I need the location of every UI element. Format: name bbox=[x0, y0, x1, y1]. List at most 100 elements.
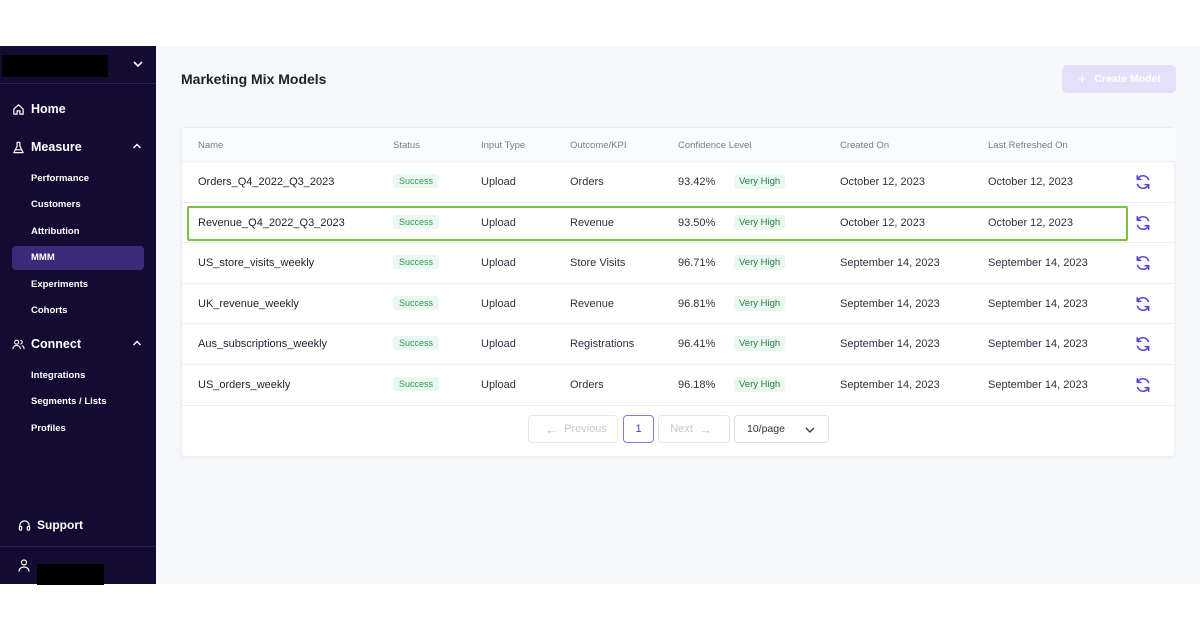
sidebar-item-label: Home bbox=[31, 102, 66, 116]
org-switcher[interactable] bbox=[0, 46, 156, 84]
sidebar-section-label: Measure bbox=[31, 140, 82, 154]
sidebar: Home Measure Performance Customers Attri… bbox=[0, 46, 156, 585]
sidebar-item-integrations[interactable]: Integrations bbox=[12, 363, 144, 387]
table-row[interactable]: Aus_subscriptions_weekly Success Upload Reg… bbox=[182, 324, 1176, 365]
cell-confidence: 96.71% bbox=[678, 257, 716, 270]
sidebar-item-cohorts[interactable]: Cohorts bbox=[12, 299, 144, 323]
sidebar-item-performance[interactable]: Performance bbox=[12, 166, 144, 190]
cell-confidence: 96.81% bbox=[678, 297, 716, 310]
cell-confidence: 96.41% bbox=[678, 338, 716, 351]
headset-icon bbox=[18, 519, 31, 531]
cell-name[interactable]: US_orders_weekly bbox=[198, 379, 291, 391]
chevron-down-icon bbox=[805, 427, 815, 433]
cell-name[interactable]: US_store_visits_weekly bbox=[198, 257, 315, 270]
sidebar-item-support[interactable]: Support bbox=[18, 518, 83, 532]
page-title: Marketing Mix Models bbox=[181, 71, 327, 87]
previous-page-label: Previous bbox=[564, 423, 607, 435]
table-row[interactable]: UK_revenue_weekly Success Upload Revenue 96.… bbox=[182, 284, 1176, 325]
user-menu[interactable] bbox=[0, 546, 156, 585]
cell-confidence: 93.42% bbox=[678, 176, 716, 188]
column-header-last-refreshed-on[interactable]: Last Refreshed On bbox=[988, 140, 1068, 151]
sidebar-item-home[interactable]: Home bbox=[0, 98, 156, 120]
cell-name[interactable]: Orders_Q4_2022_Q3_2023 bbox=[198, 176, 335, 188]
cell-last-refreshed: September 14, 2023 bbox=[988, 257, 1088, 270]
next-page-label: Next bbox=[670, 423, 693, 435]
previous-page-button[interactable]: ← Previous bbox=[528, 415, 618, 443]
page-size-select[interactable]: 10/page bbox=[734, 415, 829, 443]
table-header: Name Status Input Type Outcome/KPI Confi… bbox=[182, 128, 1176, 162]
sidebar-item-label: Profiles bbox=[31, 422, 66, 434]
confidence-badge: Very High bbox=[734, 336, 786, 352]
cell-outcome: Orders bbox=[570, 379, 604, 391]
column-header-status[interactable]: Status bbox=[393, 140, 420, 151]
models-table-card: Name Status Input Type Outcome/KPI Confi… bbox=[181, 127, 1176, 457]
sidebar-item-customers[interactable]: Customers bbox=[12, 193, 144, 217]
pagination: ← Previous 1 Next → 10/page bbox=[182, 415, 1176, 445]
chevron-up-icon bbox=[133, 143, 141, 149]
sidebar-item-label: Experiments bbox=[31, 278, 89, 290]
cell-last-refreshed: October 12, 2023 bbox=[988, 216, 1074, 229]
cell-input-type: Upload bbox=[481, 379, 516, 391]
cell-input-type: Upload bbox=[481, 297, 516, 310]
cell-created-on: September 14, 2023 bbox=[840, 338, 940, 351]
sidebar-item-label: Customers bbox=[31, 199, 81, 210]
table-row[interactable]: US_orders_weekly Success Upload Orders 96.18… bbox=[182, 365, 1176, 406]
column-header-input-type[interactable]: Input Type bbox=[481, 140, 526, 151]
sidebar-item-label: MMM bbox=[31, 252, 55, 263]
table-row[interactable]: Orders_Q4_2022_Q3_2023 Success Upload Order… bbox=[182, 162, 1176, 203]
refresh-icon[interactable] bbox=[1134, 295, 1152, 313]
page-number-button[interactable]: 1 bbox=[623, 415, 654, 443]
redacted-user-name bbox=[37, 564, 104, 585]
refresh-icon[interactable] bbox=[1134, 376, 1152, 394]
sidebar-item-label: Segments / Lists bbox=[31, 396, 107, 407]
column-header-created-on[interactable]: Created On bbox=[840, 140, 890, 151]
cell-created-on: September 14, 2023 bbox=[840, 379, 940, 391]
cell-outcome: Registrations bbox=[570, 338, 635, 351]
column-header-outcome-kpi[interactable]: Outcome/KPI bbox=[570, 140, 627, 151]
main-content: Marketing Mix Models + Create Model Name… bbox=[156, 46, 1200, 584]
column-header-confidence-level[interactable]: Confidence Level bbox=[678, 140, 752, 151]
refresh-icon[interactable] bbox=[1134, 173, 1152, 191]
confidence-badge: Very High bbox=[734, 377, 786, 392]
sidebar-item-label: Cohorts bbox=[31, 305, 68, 316]
status-badge: Success bbox=[393, 377, 440, 391]
cell-last-refreshed: September 14, 2023 bbox=[988, 297, 1088, 310]
cell-name[interactable]: Aus_subscriptions_weekly bbox=[198, 338, 328, 351]
sidebar-item-experiments[interactable]: Experiments bbox=[12, 272, 144, 296]
status-badge: Success bbox=[393, 255, 440, 270]
sidebar-item-profiles[interactable]: Profiles bbox=[12, 416, 144, 440]
table-row[interactable]: Revenue_Q4_2022_Q3_2023 Success Upload Reve… bbox=[182, 203, 1176, 244]
sidebar-item-attribution[interactable]: Attribution bbox=[12, 219, 144, 243]
cell-outcome: Revenue bbox=[570, 216, 615, 229]
sidebar-item-mmm[interactable]: MMM bbox=[12, 245, 144, 270]
redacted-org-name bbox=[2, 55, 108, 77]
refresh-icon[interactable] bbox=[1134, 254, 1152, 272]
flask-icon bbox=[13, 141, 24, 153]
cell-name[interactable]: Revenue_Q4_2022_Q3_2023 bbox=[198, 216, 345, 229]
create-model-button[interactable]: + Create Model bbox=[1062, 65, 1176, 93]
arrow-left-icon: ← bbox=[545, 421, 559, 437]
column-header-name[interactable]: Name bbox=[198, 140, 224, 151]
sidebar-item-label: Performance bbox=[31, 172, 90, 184]
sidebar-section-connect[interactable]: Connect bbox=[0, 333, 156, 355]
cell-input-type: Upload bbox=[481, 338, 516, 351]
sidebar-item-label: Support bbox=[37, 518, 83, 532]
refresh-icon[interactable] bbox=[1134, 214, 1152, 232]
sidebar-section-measure[interactable]: Measure bbox=[0, 136, 156, 158]
cell-outcome: Revenue bbox=[570, 297, 615, 310]
confidence-badge: Very High bbox=[734, 214, 786, 230]
cell-name[interactable]: UK_revenue_weekly bbox=[198, 297, 299, 310]
refresh-icon[interactable] bbox=[1134, 335, 1152, 353]
confidence-badge: Very High bbox=[734, 255, 786, 271]
create-model-label: Create Model bbox=[1094, 73, 1161, 85]
next-page-button[interactable]: Next → bbox=[658, 415, 730, 443]
cell-input-type: Upload bbox=[481, 216, 516, 229]
cell-created-on: October 12, 2023 bbox=[840, 216, 926, 229]
cell-last-refreshed: September 14, 2023 bbox=[988, 379, 1088, 391]
sidebar-item-segments-lists[interactable]: Segments / Lists bbox=[12, 390, 144, 414]
cell-outcome: Orders bbox=[570, 176, 604, 188]
user-icon bbox=[18, 559, 30, 572]
status-badge: Success bbox=[393, 174, 440, 188]
cell-outcome: Store Visits bbox=[570, 257, 626, 270]
table-row[interactable]: US_store_visits_weekly Success Upload Store… bbox=[182, 243, 1176, 284]
